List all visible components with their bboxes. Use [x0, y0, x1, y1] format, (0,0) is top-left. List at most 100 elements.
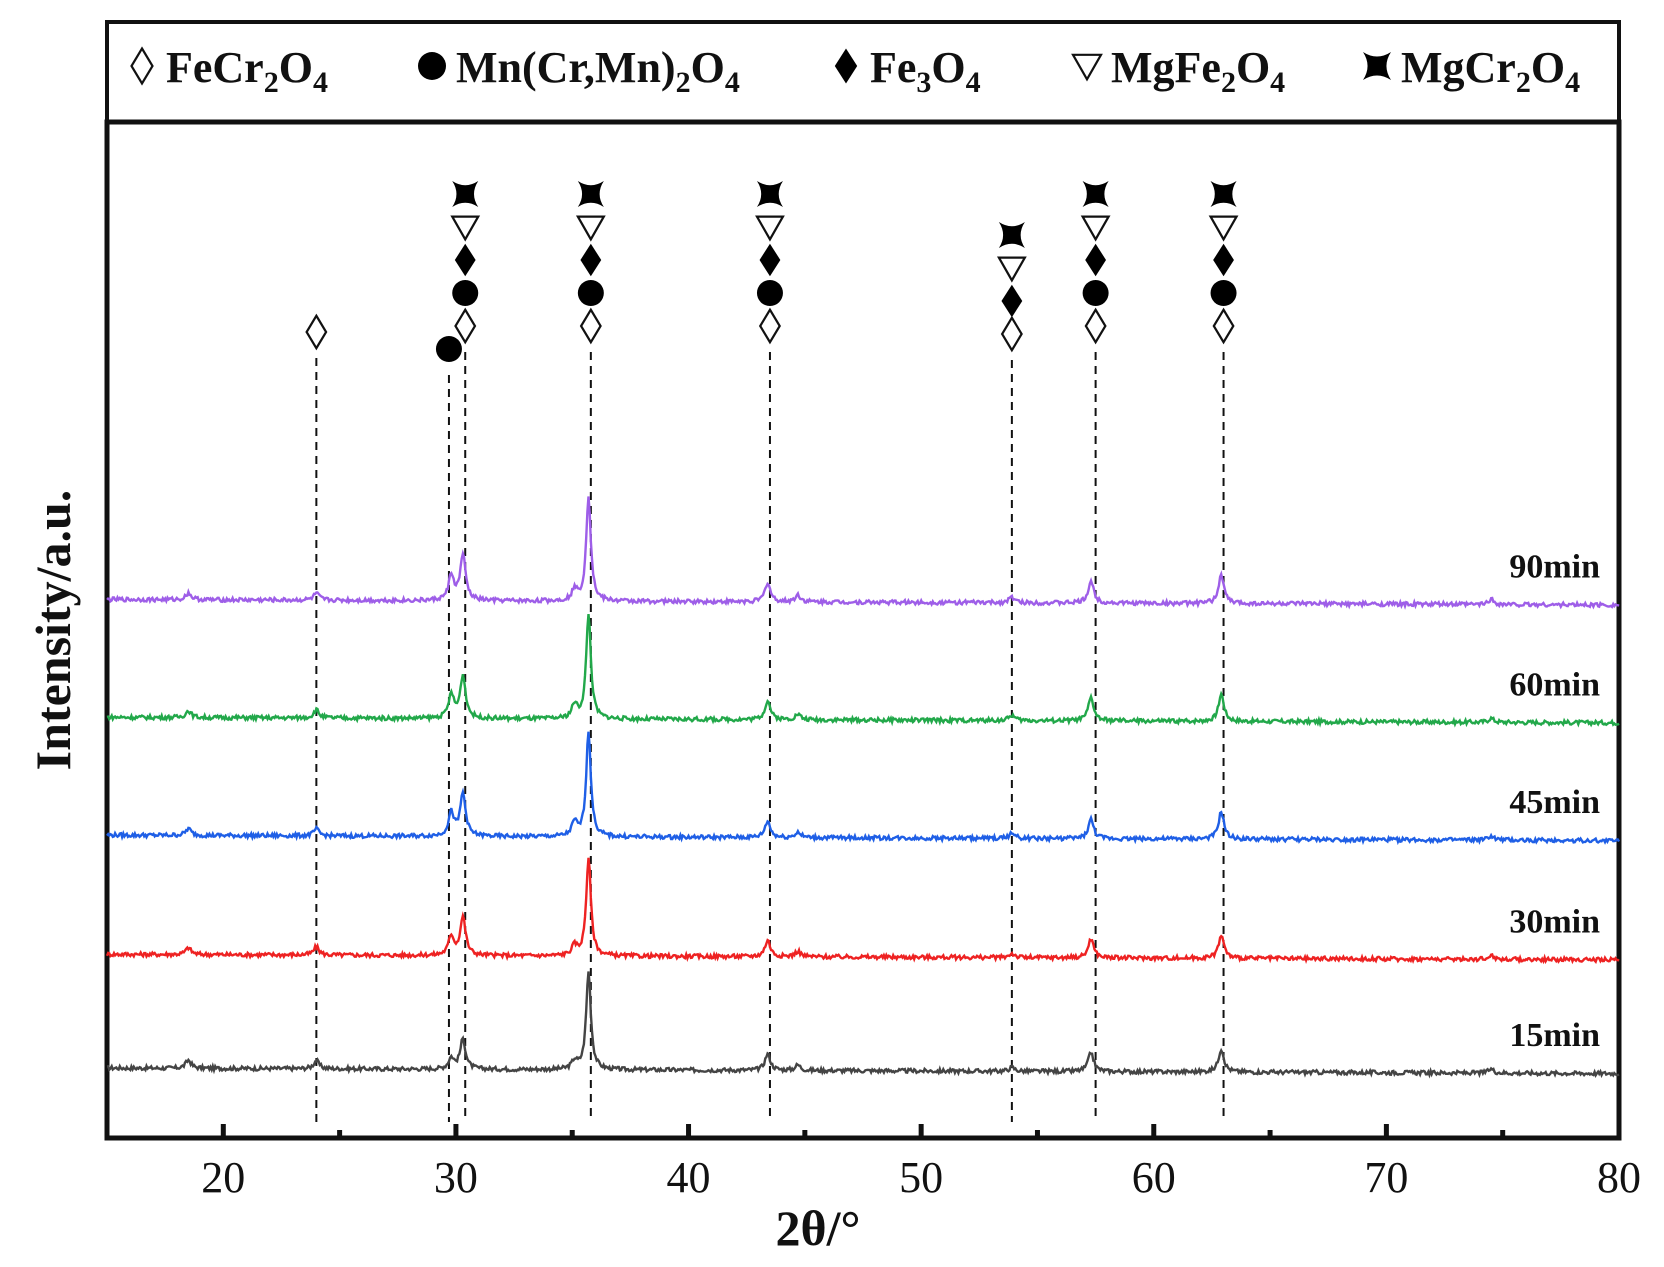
- legend-label-part: MgFe: [1111, 43, 1221, 92]
- legend-item: FeCr2O4: [130, 43, 328, 99]
- hollow-diamond-icon: [1212, 307, 1235, 345]
- hollow-diamond-icon: [1000, 315, 1023, 353]
- legend-label-part: O: [1531, 43, 1565, 92]
- filled-diamond-icon: [1001, 284, 1023, 318]
- legend-item: Mn(Cr,Mn)2O4: [418, 43, 740, 99]
- series-line: [106, 613, 1620, 728]
- filled-diamond-icon: [454, 243, 476, 277]
- filled-diamond-icon: [1085, 243, 1107, 277]
- bowtie-icon: [1210, 181, 1237, 207]
- reference-lines: [315, 352, 1225, 1122]
- hollow-triangle-icon: [450, 215, 481, 242]
- legend-label-part: 4: [725, 66, 740, 99]
- hollow-diamond-icon: [758, 307, 781, 345]
- x-tick-label: 40: [667, 1153, 711, 1202]
- x-tick-label: 30: [434, 1153, 478, 1202]
- legend-label-part: 2: [264, 66, 279, 99]
- reference-marker-stack: [450, 181, 481, 345]
- series-line: [106, 496, 1620, 610]
- bowtie-icon: [577, 181, 604, 207]
- legend-label-part: 4: [313, 66, 328, 99]
- hollow-triangle-icon: [755, 215, 785, 242]
- filled-circle-icon: [577, 280, 604, 306]
- reference-marker-stack: [575, 181, 606, 345]
- legend: FeCr2O4 Mn(Cr,Mn)2O4 Fe3O4 MgFe2O4 MgCr2O4: [130, 43, 1580, 99]
- hollow-diamond-icon: [579, 307, 602, 345]
- legend-label-part: 4: [1565, 66, 1580, 99]
- bowtie-icon: [1082, 181, 1109, 207]
- x-tick-label: 50: [899, 1153, 943, 1202]
- filled-diamond-icon: [1213, 243, 1234, 277]
- filled-circle-icon: [1210, 280, 1237, 306]
- series-label: 90min: [1509, 548, 1600, 585]
- bowtie-icon: [1363, 52, 1391, 80]
- series-label: 60min: [1509, 666, 1600, 703]
- legend-label-part: 4: [1270, 66, 1285, 99]
- filled-circle-icon: [1082, 280, 1109, 306]
- x-axis-title: 2θ/°: [776, 1200, 861, 1256]
- filled-circle-icon: [418, 52, 446, 80]
- hollow-diamond-icon: [305, 313, 328, 351]
- filled-circle-icon: [756, 280, 783, 306]
- series-labels: 15min 30min 45min 60min 90min: [1509, 548, 1600, 1054]
- legend-label: Fe3O4: [870, 43, 981, 99]
- legend-box: [105, 20, 1621, 124]
- legend-item: Fe3O4: [834, 43, 981, 99]
- hollow-diamond-icon: [1084, 307, 1107, 345]
- legend-label-part: MgCr: [1401, 43, 1516, 92]
- series-line: [105, 857, 1620, 965]
- bowtie-icon: [998, 222, 1025, 248]
- legend-label-part: 3: [916, 66, 931, 99]
- x-tick-label: 20: [201, 1153, 245, 1202]
- series-layer: [105, 496, 1621, 1079]
- filled-circle-icon: [452, 280, 479, 306]
- plot-frame: [104, 119, 1622, 1141]
- reference-marker-stack: [755, 181, 785, 345]
- legend-label-part: FeCr: [166, 43, 264, 92]
- legend-label: MgFe2O4: [1111, 43, 1285, 99]
- hollow-triangle-icon: [1071, 53, 1103, 82]
- x-axis-ticks: [220, 1124, 1506, 1138]
- legend-label-part: 4: [966, 66, 981, 99]
- reference-marker-stack: [435, 336, 462, 362]
- reference-marker-stack: [1208, 181, 1239, 345]
- legend-label-part: Fe: [870, 43, 916, 92]
- hollow-triangle-icon: [575, 215, 606, 242]
- hollow-diamond-icon: [130, 46, 154, 86]
- reference-marker-stack: [996, 222, 1027, 353]
- legend-item: MgCr2O4: [1363, 43, 1580, 99]
- x-tick-label: 80: [1597, 1153, 1641, 1202]
- x-axis-tick-labels: 20 30 40 50 60 70 80: [201, 1153, 1641, 1202]
- hollow-triangle-icon: [996, 256, 1027, 283]
- legend-label-part: 2: [1516, 66, 1531, 99]
- legend-label-part: O: [931, 43, 965, 92]
- reference-marker-stack: [305, 313, 328, 351]
- reference-marker-stack: [1080, 181, 1111, 345]
- filled-diamond-icon: [759, 243, 781, 277]
- legend-label-part: Mn(Cr,Mn): [456, 43, 676, 92]
- bowtie-icon: [756, 181, 783, 207]
- series-label: 30min: [1509, 903, 1600, 940]
- series-line: [106, 731, 1621, 846]
- legend-label-part: 2: [1221, 66, 1236, 99]
- legend-label: Mn(Cr,Mn)2O4: [456, 43, 740, 99]
- x-tick-label: 70: [1364, 1153, 1408, 1202]
- x-tick-label: 60: [1132, 1153, 1176, 1202]
- series-line: [106, 971, 1620, 1079]
- filled-diamond-icon: [580, 243, 602, 277]
- reference-markers: [305, 181, 1239, 362]
- filled-circle-icon: [435, 336, 462, 362]
- hollow-diamond-icon: [454, 307, 477, 345]
- legend-label: MgCr2O4: [1401, 43, 1580, 99]
- legend-label-part: O: [691, 43, 725, 92]
- legend-label-part: O: [279, 43, 313, 92]
- legend-label-part: 2: [676, 66, 691, 99]
- legend-label: FeCr2O4: [166, 43, 328, 99]
- legend-item: MgFe2O4: [1071, 43, 1285, 99]
- hollow-triangle-icon: [1080, 215, 1111, 242]
- bowtie-icon: [452, 181, 479, 207]
- filled-diamond-icon: [834, 48, 858, 84]
- y-axis-title: Intensity/a.u.: [25, 490, 81, 771]
- series-label: 45min: [1509, 784, 1600, 821]
